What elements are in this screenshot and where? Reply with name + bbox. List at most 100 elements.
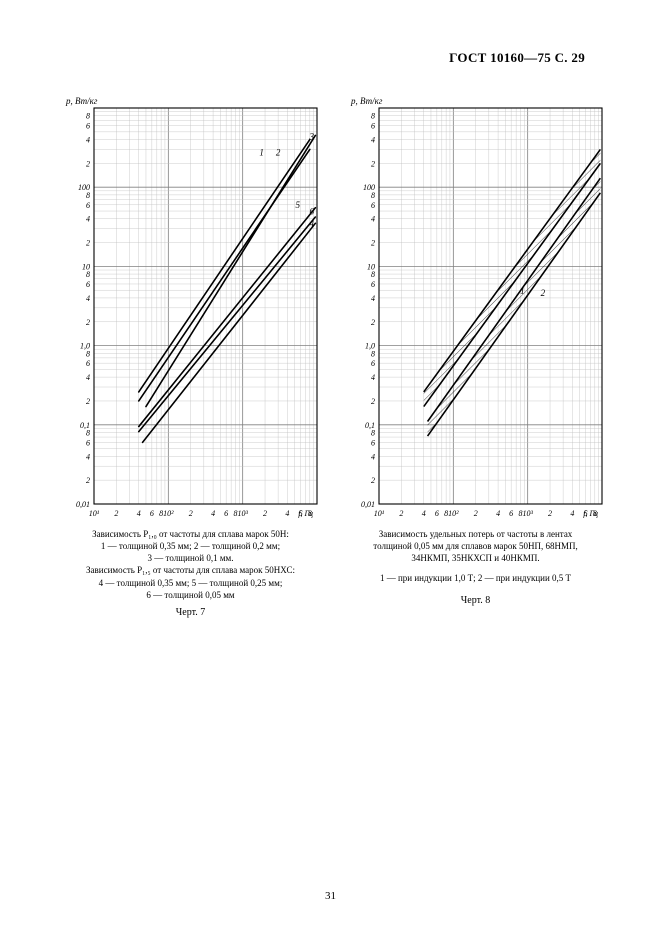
svg-text:10: 10: [367, 262, 375, 271]
svg-text:100: 100: [78, 183, 90, 192]
svg-text:1: 1: [259, 148, 264, 158]
caption-line: Зависимость удельных потерь от частоты в…: [348, 528, 603, 540]
svg-text:2: 2: [86, 476, 90, 485]
svg-text:2: 2: [276, 148, 281, 158]
chart-8-caption: Зависимость удельных потерь от частоты в…: [348, 528, 603, 589]
svg-text:5: 5: [295, 200, 300, 210]
svg-text:2: 2: [263, 509, 267, 518]
svg-text:4: 4: [371, 452, 375, 461]
svg-text:4: 4: [86, 373, 90, 382]
svg-text:8: 8: [371, 112, 375, 121]
page-header: ГОСТ 10160—75 С. 29: [449, 50, 585, 66]
svg-text:4: 4: [496, 509, 500, 518]
svg-text:8: 8: [371, 270, 375, 279]
svg-text:4: 4: [371, 215, 375, 224]
charts-row: 0,0124680,124681,02468102468100246810¹24…: [58, 92, 608, 618]
svg-text:2: 2: [371, 476, 375, 485]
svg-text:4: 4: [137, 509, 141, 518]
svg-text:10¹: 10¹: [89, 509, 100, 518]
svg-text:4: 4: [371, 373, 375, 382]
page-number: 31: [0, 890, 661, 902]
svg-text:8: 8: [86, 112, 90, 121]
caption-line: 3 — толщиной 0,1 мм.: [63, 552, 318, 564]
caption-line: толщиной 0,05 мм для сплавов марок 50НП,…: [348, 540, 603, 552]
svg-text:6: 6: [371, 438, 375, 447]
svg-text:6: 6: [371, 359, 375, 368]
svg-text:10³: 10³: [237, 509, 248, 518]
svg-text:4: 4: [285, 509, 289, 518]
caption-line: Зависимость P₁,₅ от частоты для сплава м…: [63, 564, 318, 576]
svg-text:6: 6: [435, 509, 439, 518]
caption-line: 4 — толщиной 0,35 мм; 5 — толщиной 0,25 …: [63, 577, 318, 589]
svg-text:2: 2: [548, 509, 552, 518]
svg-text:2: 2: [189, 509, 193, 518]
svg-text:2: 2: [86, 318, 90, 327]
svg-text:0,1: 0,1: [80, 421, 90, 430]
svg-text:6: 6: [86, 280, 90, 289]
svg-text:100: 100: [363, 183, 375, 192]
svg-text:6: 6: [86, 122, 90, 131]
svg-text:8: 8: [371, 428, 375, 437]
caption-line: Зависимость P₁,₀ от частоты для сплава м…: [63, 528, 318, 540]
svg-text:8: 8: [371, 349, 375, 358]
svg-text:4: 4: [86, 136, 90, 145]
chart-7-label: Черт. 7: [176, 607, 205, 618]
svg-text:2: 2: [371, 239, 375, 248]
svg-text:p, Вт/кг: p, Вт/кг: [350, 96, 383, 106]
svg-text:6: 6: [224, 509, 228, 518]
svg-text:4: 4: [86, 294, 90, 303]
chart-7-caption: Зависимость P₁,₀ от частоты для сплава м…: [63, 528, 318, 601]
svg-text:2: 2: [114, 509, 118, 518]
svg-text:10²: 10²: [163, 509, 174, 518]
chart-8-legend: 1 — при индукции 1,0 Т; 2 — при индукции…: [348, 572, 603, 584]
svg-text:4: 4: [422, 509, 426, 518]
svg-text:8: 8: [86, 270, 90, 279]
svg-text:4: 4: [570, 509, 574, 518]
svg-text:8: 8: [86, 349, 90, 358]
svg-text:10: 10: [82, 262, 90, 271]
svg-text:10²: 10²: [448, 509, 459, 518]
svg-text:2: 2: [86, 239, 90, 248]
svg-text:2: 2: [371, 318, 375, 327]
chart-7-column: 0,0124680,124681,02468102468100246810¹24…: [58, 92, 323, 618]
chart-8-label: Черт. 8: [461, 595, 490, 606]
svg-text:0,1: 0,1: [365, 421, 375, 430]
svg-text:8: 8: [371, 191, 375, 200]
svg-text:8: 8: [86, 191, 90, 200]
svg-text:f, Гц: f, Гц: [298, 509, 313, 518]
svg-text:2: 2: [86, 159, 90, 168]
svg-text:1,0: 1,0: [365, 342, 375, 351]
svg-text:1,0: 1,0: [80, 342, 90, 351]
svg-text:4: 4: [86, 452, 90, 461]
caption-line: 1 — толщиной 0,35 мм; 2 — толщиной 0,2 м…: [63, 540, 318, 552]
svg-text:p, Вт/кг: p, Вт/кг: [65, 96, 98, 106]
svg-text:2: 2: [86, 397, 90, 406]
svg-text:2: 2: [474, 509, 478, 518]
svg-text:2: 2: [399, 509, 403, 518]
svg-text:3: 3: [309, 132, 315, 142]
svg-text:6: 6: [86, 359, 90, 368]
svg-text:2: 2: [371, 159, 375, 168]
svg-text:6: 6: [371, 280, 375, 289]
svg-text:10³: 10³: [522, 509, 533, 518]
caption-line: 34НКМП, 35НКХСП и 40НКМП.: [348, 552, 603, 564]
svg-text:6: 6: [86, 201, 90, 210]
svg-text:6: 6: [86, 438, 90, 447]
svg-text:6: 6: [150, 509, 154, 518]
svg-text:4: 4: [371, 136, 375, 145]
chart-8-column: 0,0124680,124681,02468102468100246810¹24…: [343, 92, 608, 618]
svg-text:0,01: 0,01: [76, 500, 90, 509]
svg-text:10¹: 10¹: [374, 509, 385, 518]
svg-text:4: 4: [211, 509, 215, 518]
svg-text:f, Гц: f, Гц: [583, 509, 598, 518]
svg-text:4: 4: [371, 294, 375, 303]
svg-text:4: 4: [86, 215, 90, 224]
svg-text:6: 6: [371, 201, 375, 210]
caption-line: 6 — толщиной 0,05 мм: [63, 589, 318, 601]
chart-7-svg: 0,0124680,124681,02468102468100246810¹24…: [58, 92, 323, 522]
svg-text:6: 6: [310, 207, 315, 217]
svg-text:8: 8: [86, 428, 90, 437]
svg-text:0,01: 0,01: [361, 500, 375, 509]
svg-text:6: 6: [509, 509, 513, 518]
svg-text:6: 6: [371, 122, 375, 131]
